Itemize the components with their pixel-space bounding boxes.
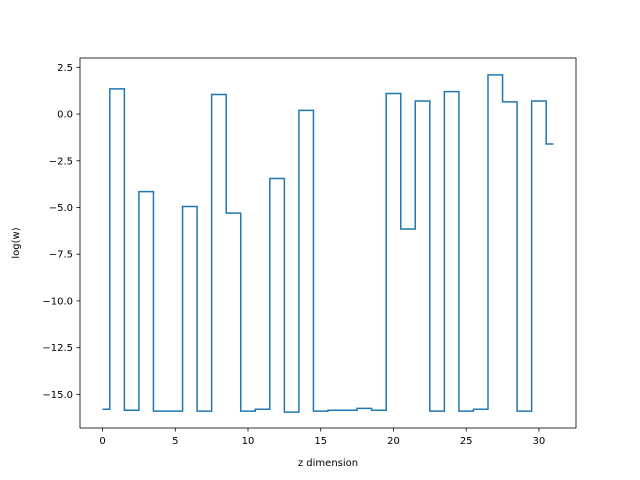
y-tick-label: −5.0	[49, 203, 73, 214]
axes-frame	[79, 57, 577, 429]
x-tick-label: 0	[99, 436, 105, 447]
y-tick-label: −15.0	[42, 390, 73, 401]
x-tick-label: 5	[172, 436, 178, 447]
y-tick-label: 2.5	[57, 63, 73, 74]
x-tick-label: 15	[314, 436, 327, 447]
series-layer	[102, 74, 554, 413]
x-axis-label: z dimension	[298, 458, 358, 469]
x-tick-label: 20	[387, 436, 400, 447]
x-tick-label: 30	[533, 436, 546, 447]
x-tick-label: 10	[242, 436, 255, 447]
series-line	[102, 74, 554, 413]
y-tick-label: −2.5	[49, 156, 73, 167]
y-tick-label: −12.5	[42, 343, 73, 354]
y-tick-label: −10.0	[42, 296, 73, 307]
y-axis-label: log(w)	[11, 227, 22, 258]
y-axis-ticks: 2.5 0.0 −2.5 −5.0 −7.5 −10.0 −12.5 −15.0	[42, 63, 80, 401]
y-tick-label: −7.5	[49, 250, 73, 261]
x-axis-ticks: 0 5 10 15 20 25 30	[99, 428, 545, 447]
y-tick-label: 0.0	[57, 110, 73, 121]
x-tick-label: 25	[460, 436, 473, 447]
